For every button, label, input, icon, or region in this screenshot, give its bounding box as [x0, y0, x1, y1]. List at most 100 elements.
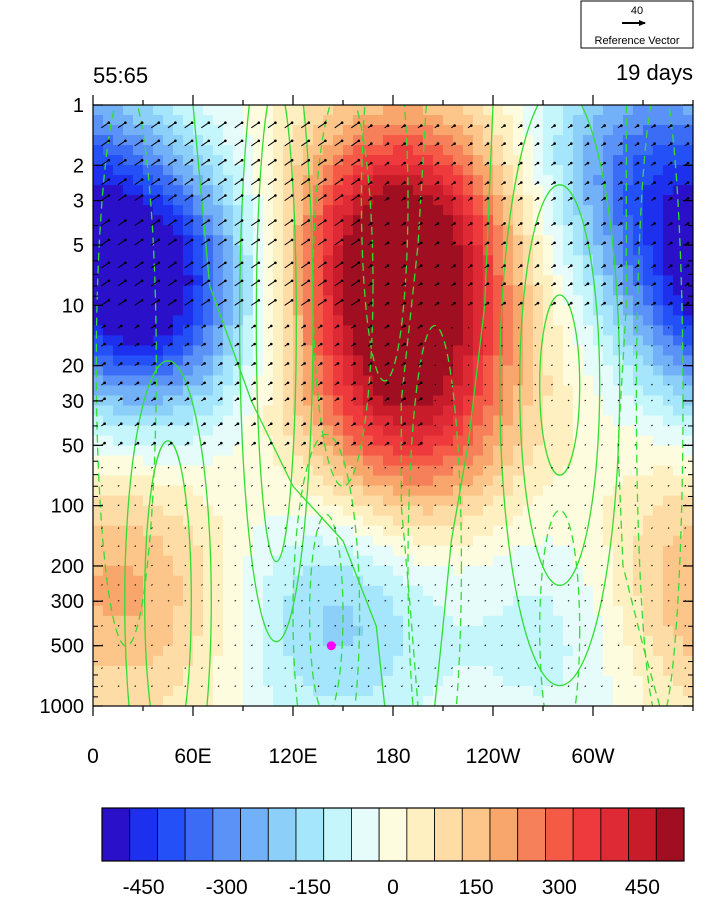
- field-cell: [643, 495, 654, 507]
- field-cell: [293, 175, 304, 186]
- wind-vector-head: [140, 261, 144, 265]
- field-cell: [103, 665, 114, 677]
- field-cell: [253, 605, 264, 617]
- wind-vector-head: [486, 161, 490, 165]
- field-cell: [473, 425, 484, 437]
- field-cell: [543, 205, 554, 216]
- field-cell: [143, 405, 154, 417]
- field-cell: [293, 215, 304, 226]
- field-cell: [453, 555, 464, 567]
- field-cell: [383, 365, 394, 377]
- wind-vector: [367, 545, 370, 547]
- field-cell: [453, 465, 464, 477]
- field-cell: [393, 565, 404, 577]
- field-cell: [653, 345, 664, 357]
- field-cell: [683, 115, 693, 126]
- field-cell: [453, 125, 464, 136]
- field-cell: [393, 135, 404, 146]
- field-cell: [503, 555, 514, 567]
- field-cell: [273, 655, 284, 667]
- field-cell: [493, 465, 504, 477]
- field-cell: [393, 115, 404, 126]
- field-cell: [533, 475, 544, 487]
- field-cell: [143, 285, 154, 296]
- field-cell: [233, 615, 244, 627]
- field-cell: [543, 685, 554, 697]
- wind-vector-head: [190, 261, 194, 265]
- wind-vector-head: [286, 381, 290, 385]
- wind-vector: [251, 484, 253, 487]
- wind-vector: [584, 504, 587, 507]
- field-cell: [393, 145, 404, 156]
- field-cell: [333, 195, 344, 206]
- field-cell: [583, 345, 594, 357]
- wind-vector-head: [403, 324, 406, 328]
- field-cell: [273, 595, 284, 607]
- field-cell: [593, 485, 604, 497]
- wind-vector-head: [157, 139, 161, 143]
- field-cell: [333, 405, 344, 417]
- field-cell: [383, 475, 394, 487]
- field-cell: [563, 415, 574, 427]
- wind-vector: [134, 280, 143, 287]
- wind-vector-head: [570, 181, 573, 184]
- field-cell: [173, 455, 184, 467]
- field-cell: [623, 625, 634, 637]
- wind-vector: [451, 644, 453, 647]
- field-cell: [113, 505, 124, 517]
- wind-vector-head: [420, 362, 423, 365]
- field-cell: [213, 405, 224, 417]
- field-cell: [403, 295, 414, 306]
- field-cell: [553, 135, 564, 146]
- field-cell: [323, 585, 334, 597]
- field-cell: [483, 165, 494, 176]
- field-cell: [233, 575, 244, 587]
- wind-vector-head: [240, 238, 244, 242]
- field-cell: [613, 495, 624, 507]
- field-cell: [243, 615, 254, 627]
- field-cell: [283, 335, 294, 346]
- field-cell: [313, 245, 324, 256]
- field-cell: [93, 165, 104, 176]
- field-cell: [423, 695, 434, 706]
- field-cell: [313, 565, 324, 577]
- field-cell: [113, 265, 124, 276]
- field-cell: [523, 385, 534, 397]
- field-cell: [273, 265, 284, 276]
- field-cell: [443, 465, 454, 477]
- field-cell: [503, 495, 514, 507]
- field-cell: [493, 535, 504, 547]
- field-cell: [163, 115, 174, 126]
- field-cell: [433, 645, 444, 657]
- wind-vector: [567, 599, 570, 602]
- wind-vector: [467, 344, 470, 347]
- wind-vector-head: [274, 121, 277, 124]
- field-cell: [203, 205, 214, 216]
- field-cell: [303, 535, 314, 547]
- wind-vector-head: [140, 194, 144, 197]
- field-cell: [683, 685, 693, 697]
- field-cell: [623, 325, 634, 336]
- field-cell: [603, 655, 614, 667]
- field-cell: [193, 165, 204, 176]
- field-cell: [373, 165, 384, 176]
- field-cell: [123, 155, 134, 166]
- wind-vector-head: [386, 241, 390, 245]
- field-cell: [393, 245, 404, 256]
- field-cell: [613, 545, 624, 557]
- wind-vector: [234, 584, 237, 586]
- field-cell: [643, 575, 654, 587]
- field-cell: [113, 405, 124, 417]
- field-cell: [563, 265, 574, 276]
- field-cell: [293, 305, 304, 316]
- wind-vector: [251, 466, 253, 469]
- field-cell: [193, 615, 204, 627]
- wind-vector-head: [158, 99, 161, 102]
- field-cell: [183, 165, 194, 176]
- field-cell: [303, 285, 314, 296]
- field-cell: [363, 645, 374, 657]
- field-cell: [343, 145, 354, 156]
- field-cell: [233, 405, 244, 417]
- field-cell: [463, 235, 474, 246]
- field-cell: [483, 195, 494, 206]
